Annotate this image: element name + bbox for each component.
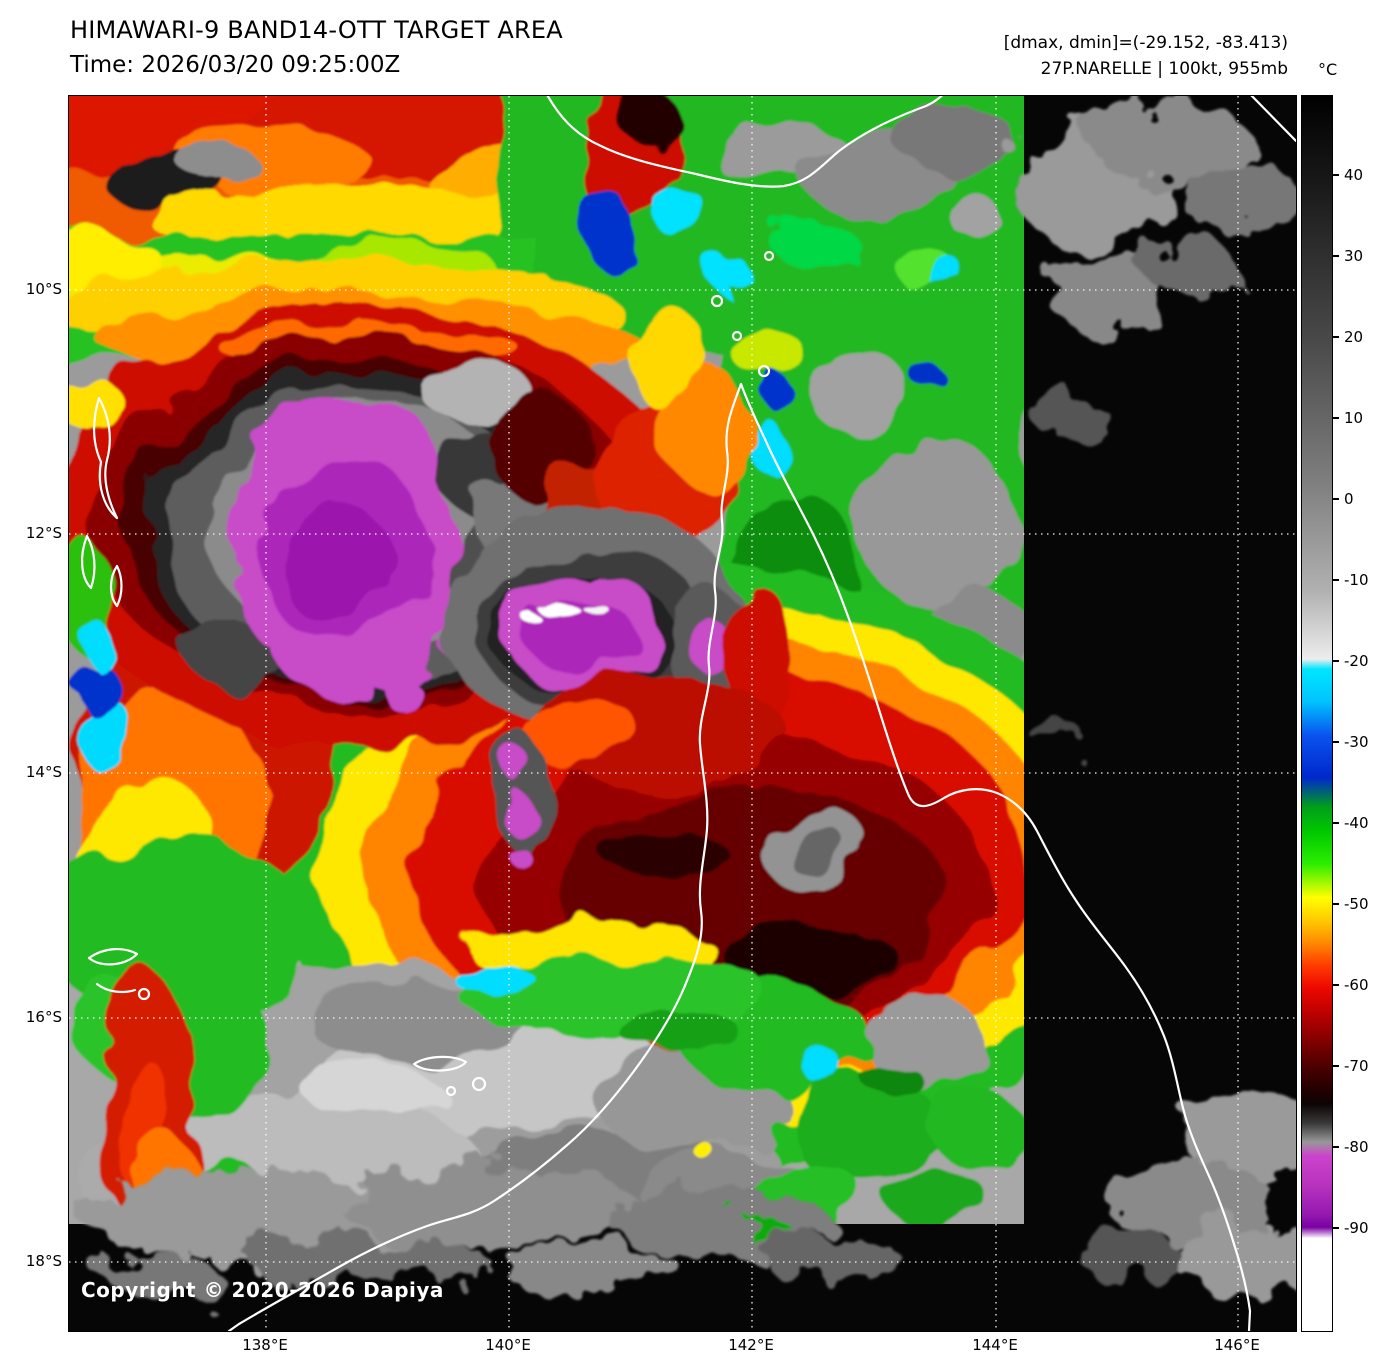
colorbar-label-m40: -40 <box>1344 814 1369 832</box>
colorbar-tick <box>1333 579 1339 581</box>
colorbar-label-0: 0 <box>1344 490 1354 508</box>
lon-label-146e: 146°E <box>1214 1336 1260 1354</box>
lat-label-14s: 14°S <box>25 763 62 781</box>
colorbar-label-m30: -30 <box>1344 733 1369 751</box>
colorbar-label-m20: -20 <box>1344 652 1369 670</box>
colorbar-tick <box>1333 903 1339 905</box>
colorbar-tick <box>1333 417 1339 419</box>
lon-label-142e: 142°E <box>728 1336 774 1354</box>
copyright-watermark: Copyright © 2020-2026 Dapiya <box>81 1278 444 1302</box>
storm-info-label: 27P.NARELLE | 100kt, 955mb <box>1040 59 1288 79</box>
colorbar-tick <box>1333 336 1339 338</box>
colorbar-tick <box>1333 1227 1339 1229</box>
lat-label-10s: 10°S <box>25 280 62 298</box>
coastline <box>81 96 1296 1331</box>
colorbar-label-10: 10 <box>1344 409 1364 427</box>
colorbar-tick <box>1333 255 1339 257</box>
satellite-map-panel: Copyright © 2020-2026 Dapiya <box>68 95 1297 1332</box>
colorbar-tick <box>1333 660 1339 662</box>
clouds-over-nodata <box>79 101 1296 1296</box>
lat-label-16s: 16°S <box>25 1008 62 1026</box>
colorbar-tick <box>1333 984 1339 986</box>
timestamp-label: Time: 2026/03/20 09:25:00Z <box>70 52 401 78</box>
colorbar-label-m50: -50 <box>1344 895 1369 913</box>
colorbar-label-m90: -90 <box>1344 1219 1369 1237</box>
product-title: HIMAWARI-9 BAND14-OTT TARGET AREA <box>70 16 563 44</box>
lat-label-18s: 18°S <box>25 1252 62 1270</box>
colorbar-label-20: 20 <box>1344 328 1364 346</box>
colorbar-tick <box>1333 498 1339 500</box>
temperature-colorbar <box>1301 95 1333 1332</box>
lat-label-12s: 12°S <box>25 524 62 542</box>
dmax-dmin-readout: [dmax, dmin]=(-29.152, -83.413) <box>1003 33 1288 53</box>
colorbar-label-40: 40 <box>1344 166 1364 184</box>
lon-label-144e: 144°E <box>972 1336 1018 1354</box>
lon-label-140e: 140°E <box>485 1336 531 1354</box>
colorbar-label-m10: -10 <box>1344 571 1369 589</box>
colorbar-tick <box>1333 1146 1339 1148</box>
colorbar-label-30: 30 <box>1344 247 1364 265</box>
colorbar-label-m60: -60 <box>1344 976 1369 994</box>
colorbar-tick <box>1333 822 1339 824</box>
colorbar-tick <box>1333 174 1339 176</box>
lon-label-138e: 138°E <box>242 1336 288 1354</box>
colorbar-tick <box>1333 741 1339 743</box>
colorbar-label-m80: -80 <box>1344 1138 1369 1156</box>
latlon-gridlines <box>69 96 1296 1331</box>
colorbar-unit-label: °C <box>1318 60 1338 79</box>
colorbar-label-m70: -70 <box>1344 1057 1369 1075</box>
colorbar-tick <box>1333 1065 1339 1067</box>
satellite-ir-image <box>69 96 1296 1331</box>
